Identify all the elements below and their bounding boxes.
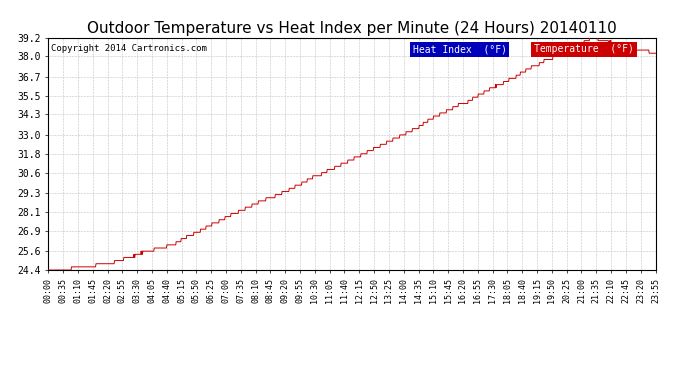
Text: Heat Index  (°F): Heat Index (°F) xyxy=(413,45,506,54)
Title: Outdoor Temperature vs Heat Index per Minute (24 Hours) 20140110: Outdoor Temperature vs Heat Index per Mi… xyxy=(87,21,617,36)
Text: Copyright 2014 Cartronics.com: Copyright 2014 Cartronics.com xyxy=(51,45,207,54)
Text: Temperature  (°F): Temperature (°F) xyxy=(534,45,634,54)
